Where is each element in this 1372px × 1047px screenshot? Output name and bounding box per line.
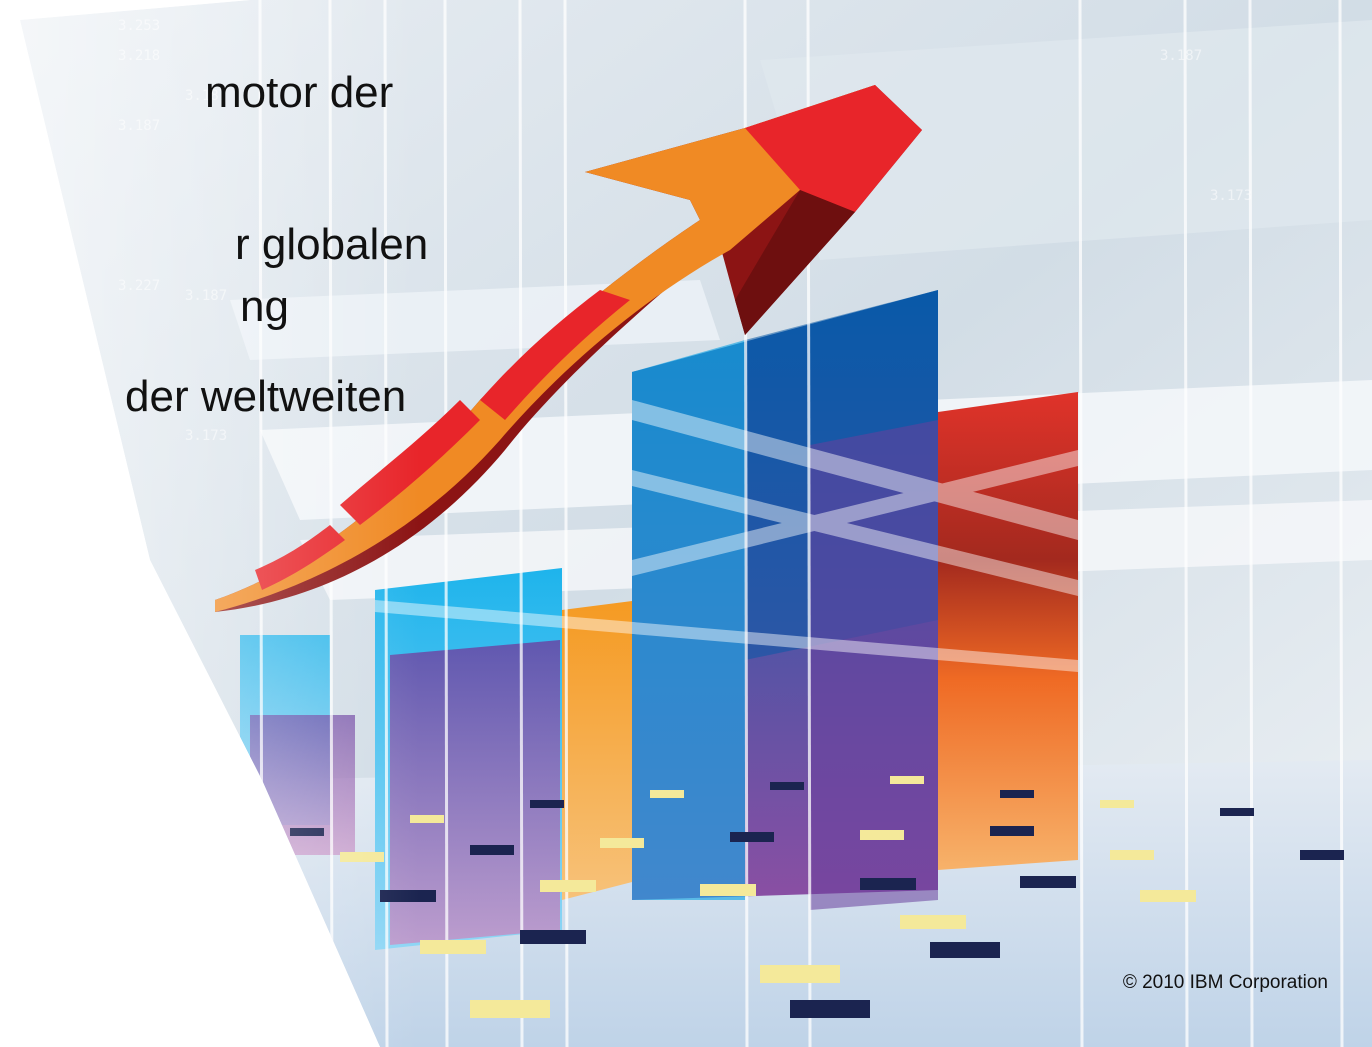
bullet-line-1: motor der (205, 68, 394, 117)
bullet-line-3: ng (240, 282, 289, 331)
copyright-footer: © 2010 IBM Corporation (1122, 972, 1328, 993)
svg-text:3.187: 3.187 (1160, 48, 1202, 64)
svg-text:3.173: 3.173 (1210, 188, 1252, 204)
bullet-line-2: r globalen (235, 220, 429, 269)
bullet-line-4: der weltweiten (125, 372, 407, 421)
floor-tiles (290, 776, 1344, 1018)
